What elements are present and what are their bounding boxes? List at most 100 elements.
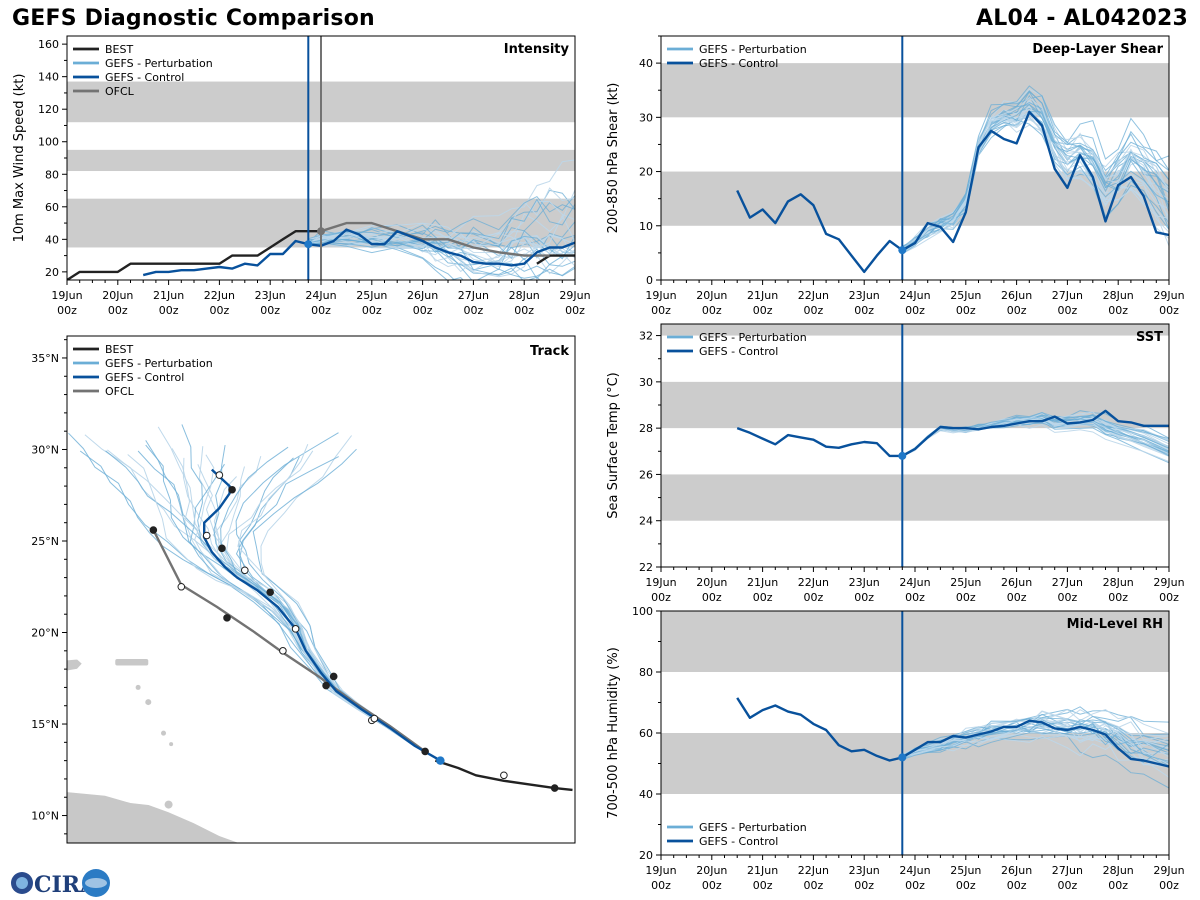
shear-xtick-sublabel: 00z bbox=[1058, 304, 1078, 317]
sst-ytick-label: 32 bbox=[639, 330, 653, 343]
sst-ytick-label: 26 bbox=[639, 468, 653, 481]
sst-ytick-label: 22 bbox=[639, 561, 653, 574]
intensity-ytick-label: 80 bbox=[45, 168, 59, 181]
sst-xtick-sublabel: 00z bbox=[956, 591, 976, 604]
track-perturbation-member bbox=[219, 466, 441, 762]
sst-ylabel: Sea Surface Temp (°C) bbox=[606, 372, 621, 519]
sst-ytick-label: 30 bbox=[639, 376, 653, 389]
intensity-xtick-label: 23Jun bbox=[255, 289, 286, 302]
rh-xtick-sublabel: 00z bbox=[804, 879, 824, 892]
intensity-legend-label: GEFS - Control bbox=[105, 71, 184, 84]
track-ofcl-point bbox=[322, 681, 330, 690]
sst-xtick-sublabel: 00z bbox=[1058, 591, 1078, 604]
sst-xtick-label: 19Jun bbox=[645, 576, 676, 589]
rh-ytick-label: 100 bbox=[632, 605, 653, 618]
track-ytick-label: 30°N bbox=[31, 443, 59, 456]
track-control-line bbox=[202, 468, 441, 762]
intensity-xtick-label: 24Jun bbox=[305, 289, 336, 302]
intensity-perturbation-member bbox=[308, 198, 575, 248]
intensity-xtick-sublabel: 00z bbox=[565, 304, 585, 317]
intensity-ylabel: 10m Max Wind Speed (kt) bbox=[12, 74, 27, 243]
intensity-ytick-label: 100 bbox=[38, 136, 59, 149]
track-control-point bbox=[241, 566, 249, 575]
track-perturbation-member bbox=[198, 446, 441, 762]
sst-xtick-label: 22Jun bbox=[798, 576, 829, 589]
rh-ytick-label: 60 bbox=[639, 727, 653, 740]
shear-xtick-sublabel: 00z bbox=[905, 304, 925, 317]
sst-title: SST bbox=[1136, 330, 1163, 345]
track-control-point bbox=[215, 471, 224, 479]
rh-xtick-sublabel: 00z bbox=[1159, 879, 1179, 892]
intensity-xtick-sublabel: 00z bbox=[514, 304, 534, 317]
sst-xtick-sublabel: 00z bbox=[905, 591, 925, 604]
track-perturbation-member bbox=[197, 464, 441, 762]
track-legend-label: OFCL bbox=[105, 385, 135, 398]
track-current-position bbox=[436, 756, 445, 765]
intensity-xtick-label: 27Jun bbox=[458, 289, 489, 302]
track-control-point bbox=[218, 544, 226, 553]
track-perturbation-member bbox=[260, 435, 441, 762]
track-frame bbox=[66, 335, 576, 844]
shear-xtick-label: 19Jun bbox=[645, 289, 676, 302]
sst-xtick-label: 29Jun bbox=[1153, 576, 1184, 589]
intensity-xtick-label: 26Jun bbox=[407, 289, 438, 302]
shear-xtick-label: 25Jun bbox=[950, 289, 981, 302]
shear-xtick-label: 24Jun bbox=[899, 289, 930, 302]
rh-title: Mid-Level RH bbox=[1067, 617, 1163, 632]
sst-xtick-sublabel: 00z bbox=[1108, 591, 1128, 604]
track-perturbation-member bbox=[212, 455, 441, 762]
sst-xtick-sublabel: 00z bbox=[804, 591, 824, 604]
track-perturbation-member bbox=[213, 445, 441, 762]
intensity-legend-label: OFCL bbox=[105, 85, 135, 98]
intensity-xtick-sublabel: 00z bbox=[210, 304, 230, 317]
track-ofcl-point bbox=[421, 747, 429, 756]
sst-xtick-label: 23Jun bbox=[849, 576, 880, 589]
sst-perturbation-member bbox=[902, 415, 1169, 456]
intensity-ytick-label: 160 bbox=[38, 38, 59, 51]
sst-xtick-label: 26Jun bbox=[1001, 576, 1032, 589]
track-perturbation-member bbox=[220, 446, 441, 762]
intensity-xtick-sublabel: 00z bbox=[159, 304, 179, 317]
sst-control-current-marker bbox=[898, 451, 907, 460]
intensity-best-line bbox=[67, 229, 321, 280]
track-ytick-label: 10°N bbox=[31, 810, 59, 823]
track-title: Track bbox=[530, 344, 569, 359]
track-perturbation-member bbox=[213, 476, 441, 762]
shear-perturbation-member bbox=[901, 88, 1169, 253]
track-perturbation-member bbox=[79, 450, 441, 762]
track-ofcl-point bbox=[223, 614, 231, 622]
sst-panel: 22 24 26 28 30 32 19Jun 00z 20Jun 00z 21Jun 00z 22Ju… bbox=[606, 323, 1185, 604]
rh-xtick-label: 28Jun bbox=[1103, 864, 1134, 877]
track-ytick-label: 15°N bbox=[31, 718, 59, 731]
intensity-xtick-label: 20Jun bbox=[102, 289, 133, 302]
track-control-point bbox=[266, 588, 275, 597]
sst-legend-label: GEFS - Perturbation bbox=[699, 331, 807, 344]
shear-xtick-sublabel: 00z bbox=[1007, 304, 1027, 317]
shear-xtick-label: 20Jun bbox=[696, 289, 727, 302]
intensity-perturbation-member bbox=[308, 200, 575, 249]
intensity-control-current-marker bbox=[304, 240, 313, 249]
shear-band bbox=[661, 63, 1169, 118]
sst-ytick-label: 24 bbox=[639, 515, 653, 528]
track-ofcl-line bbox=[152, 529, 426, 753]
track-control-point bbox=[291, 625, 300, 633]
shear-legend-label: GEFS - Perturbation bbox=[699, 43, 807, 56]
rh-perturbation-member bbox=[902, 724, 1169, 765]
rh-ytick-label: 80 bbox=[639, 666, 653, 679]
rh-xtick-label: 22Jun bbox=[798, 864, 829, 877]
sst-xtick-sublabel: 00z bbox=[1159, 591, 1179, 604]
intensity-ofcl-line bbox=[320, 221, 550, 257]
intensity-perturbation-member bbox=[308, 234, 575, 273]
rh-plot-area bbox=[661, 611, 1169, 794]
shear-ytick-label: 30 bbox=[639, 111, 653, 124]
sst-xtick-label: 28Jun bbox=[1103, 576, 1134, 589]
shear-xtick-label: 29Jun bbox=[1153, 289, 1184, 302]
anguilla-land bbox=[115, 659, 149, 666]
sst-xtick-sublabel: 00z bbox=[753, 591, 773, 604]
intensity-panel: 20 40 60 80 100 120 140 160 19Jun 00z 20Jun 00z 21Ju… bbox=[12, 35, 591, 317]
intensity-ytick-label: 120 bbox=[38, 103, 59, 116]
intensity-legend-label: GEFS - Perturbation bbox=[105, 57, 213, 70]
shear-xtick-sublabel: 00z bbox=[1159, 304, 1179, 317]
track-best-point bbox=[550, 784, 559, 792]
